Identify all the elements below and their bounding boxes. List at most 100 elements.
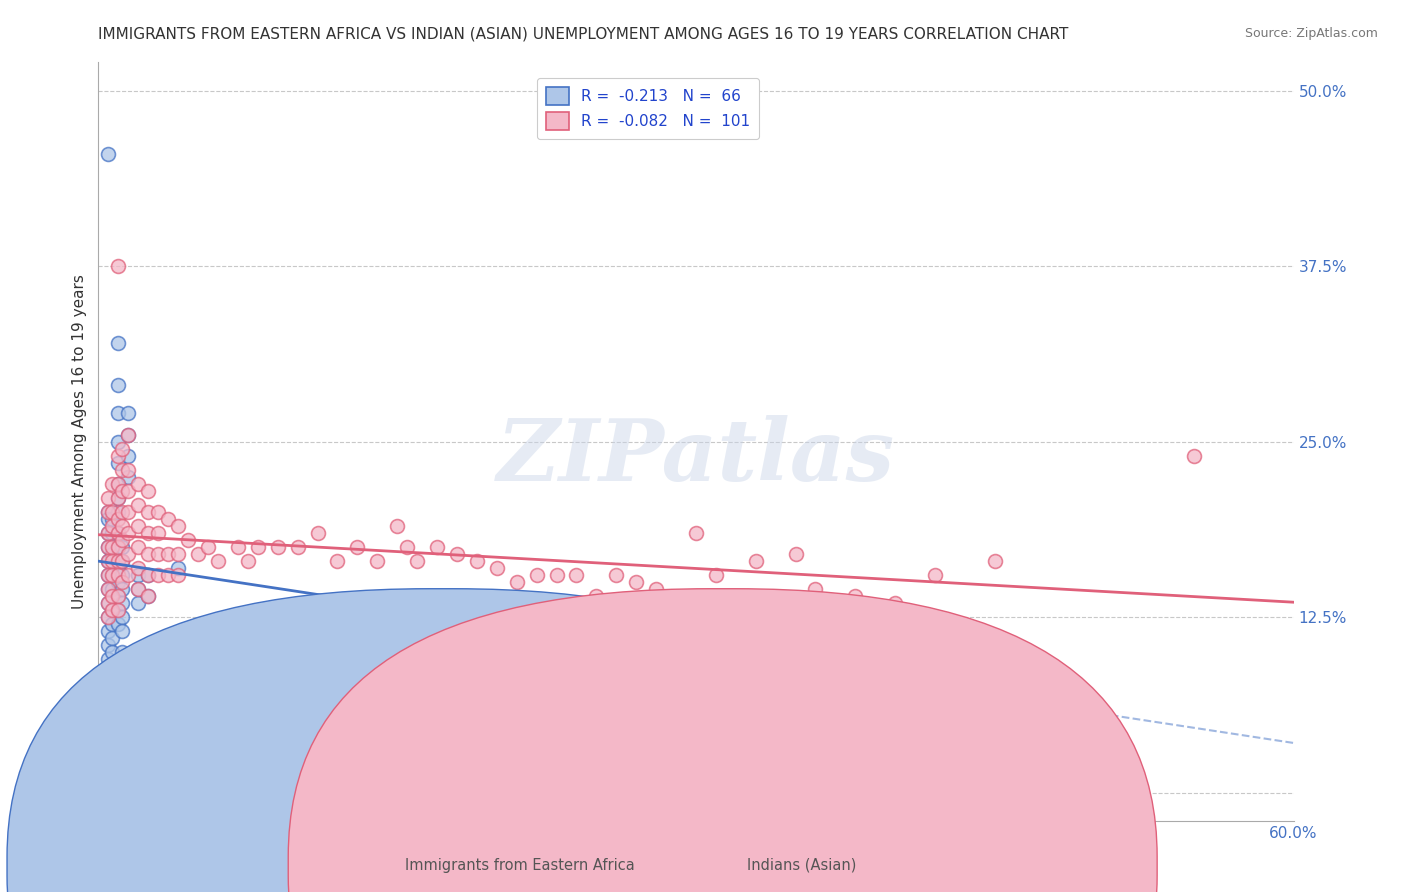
Point: [111, 596, 134, 610]
Point: [101, 512, 124, 526]
Point: [117, 525, 139, 540]
Point: [117, 462, 139, 476]
Point: [526, 568, 548, 582]
Point: [346, 540, 368, 554]
Point: [685, 638, 707, 652]
Point: [127, 582, 149, 596]
Point: [107, 491, 129, 505]
Point: [101, 617, 124, 632]
Point: [107, 603, 129, 617]
Point: [107, 540, 129, 554]
Point: [101, 568, 124, 582]
Point: [107, 568, 129, 582]
Text: Source: ZipAtlas.com: Source: ZipAtlas.com: [1244, 27, 1378, 40]
Point: [207, 554, 229, 568]
Text: ZIPatlas: ZIPatlas: [496, 415, 896, 499]
Point: [107, 259, 129, 273]
Point: [396, 540, 419, 554]
Point: [136, 525, 159, 540]
Point: [97, 582, 120, 596]
Point: [127, 582, 149, 596]
Point: [645, 582, 668, 596]
Point: [97, 505, 120, 519]
Point: [101, 631, 124, 645]
Point: [97, 525, 120, 540]
Point: [107, 617, 129, 632]
Point: [97, 568, 120, 582]
Y-axis label: Unemployment Among Ages 16 to 19 years: Unemployment Among Ages 16 to 19 years: [72, 274, 87, 609]
Point: [97, 666, 120, 681]
Point: [111, 483, 134, 498]
Point: [485, 561, 508, 575]
Point: [101, 659, 124, 673]
Point: [97, 525, 120, 540]
Point: [366, 554, 388, 568]
Point: [406, 554, 429, 568]
Point: [267, 540, 290, 554]
Point: [101, 673, 124, 688]
Point: [626, 574, 648, 589]
Point: [385, 518, 409, 533]
Point: [745, 554, 768, 568]
Point: [924, 568, 946, 582]
Point: [177, 533, 200, 547]
Point: [167, 547, 190, 561]
Point: [107, 554, 129, 568]
Point: [136, 589, 159, 603]
Point: [97, 540, 120, 554]
Point: [111, 533, 134, 547]
Point: [307, 525, 329, 540]
Point: [127, 561, 149, 575]
Point: [136, 483, 159, 498]
Point: [167, 518, 190, 533]
Point: [136, 568, 159, 582]
Point: [117, 427, 139, 442]
Point: [101, 582, 124, 596]
Legend: R =  -0.213   N =  66, R =  -0.082   N =  101: R = -0.213 N = 66, R = -0.082 N = 101: [537, 78, 759, 139]
Point: [148, 568, 170, 582]
Point: [111, 462, 134, 476]
Point: [107, 525, 129, 540]
Point: [97, 568, 120, 582]
Point: [207, 631, 229, 645]
Point: [236, 554, 259, 568]
Point: [111, 610, 134, 624]
Point: [107, 540, 129, 554]
Point: [97, 652, 120, 666]
Point: [101, 540, 124, 554]
Point: [111, 554, 134, 568]
Point: [97, 596, 120, 610]
Point: [157, 547, 180, 561]
Text: Indians (Asian): Indians (Asian): [747, 858, 856, 872]
Point: [111, 582, 134, 596]
Point: [117, 505, 139, 519]
Point: [97, 694, 120, 708]
Point: [101, 645, 124, 659]
Point: [107, 574, 129, 589]
Point: [107, 589, 129, 603]
Point: [97, 680, 120, 694]
Point: [187, 547, 209, 561]
Point: [107, 449, 129, 463]
Point: [197, 540, 219, 554]
Point: [111, 540, 134, 554]
Point: [101, 603, 124, 617]
Point: [107, 589, 129, 603]
Point: [97, 146, 120, 161]
Point: [111, 442, 134, 456]
Point: [167, 561, 190, 575]
Point: [111, 568, 134, 582]
Point: [844, 589, 866, 603]
Point: [107, 491, 129, 505]
Point: [111, 574, 134, 589]
Point: [111, 505, 134, 519]
Point: [136, 547, 159, 561]
Point: [136, 645, 159, 659]
Point: [107, 603, 129, 617]
Point: [117, 449, 139, 463]
Point: [107, 512, 129, 526]
Point: [127, 476, 149, 491]
Text: Immigrants from Eastern Africa: Immigrants from Eastern Africa: [405, 858, 636, 872]
Point: [97, 610, 120, 624]
Point: [117, 469, 139, 483]
